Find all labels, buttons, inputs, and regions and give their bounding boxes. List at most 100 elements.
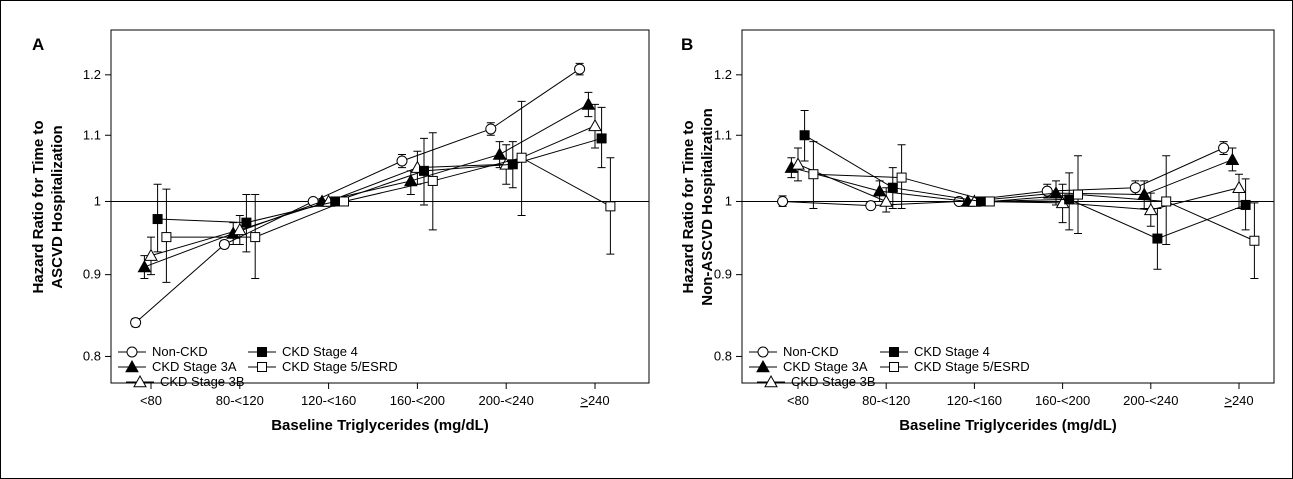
- legend-label: CKD Stage 5/ESRD: [914, 359, 1030, 374]
- panel-a-x-tick-label: >240: [580, 393, 609, 408]
- legend-label: CKD Stage 5/ESRD: [282, 359, 398, 374]
- panel-a-x-axis-title: Baseline Triglycerides (mg/dL): [271, 417, 489, 434]
- data-point: [887, 182, 898, 193]
- data-point: [879, 194, 894, 207]
- data-point: [1240, 199, 1251, 210]
- panel-a-x-tick-label: 120-<160: [301, 393, 356, 408]
- panel-a-series-ckd-stage-3a: [137, 91, 596, 280]
- panel-a-y-tick-label: 1: [94, 193, 101, 208]
- data-point: [492, 147, 507, 160]
- panel-b-x-tick-label: 200-<240: [1123, 393, 1178, 408]
- panel-b-y-axis-title-line2: Non-ASCVD Hospitalization: [699, 108, 716, 306]
- data-point: [144, 248, 158, 261]
- panel-b-x-tick-label: 160-<200: [1035, 393, 1090, 408]
- legend-entry: CKD Stage 3B: [126, 374, 245, 389]
- panel-a-y-axis-title-line1: Hazard Ratio for Time to: [30, 120, 47, 293]
- series-line: [135, 68, 580, 323]
- series-line: [166, 157, 611, 238]
- panel-b-y-tick-label: 0.8: [714, 348, 732, 363]
- panel-b-series-ckd-stage-5-esrd: [808, 141, 1260, 280]
- legend-marker: [257, 362, 267, 372]
- panel-b-x-tick-label: 120-<160: [947, 393, 1002, 408]
- data-point: [1049, 186, 1063, 199]
- panel-b-series-ckd-stage-4: [799, 109, 1251, 270]
- legend-marker: [125, 359, 139, 373]
- panel-b-y-tick-label: 0.9: [714, 267, 732, 282]
- data-point: [339, 196, 349, 207]
- legend-label: Non-CKD: [152, 344, 208, 359]
- panel-a-plot-frame: [110, 29, 650, 384]
- data-point: [1152, 233, 1163, 244]
- panel-a-y-axis-title-line2: ASCVD Hospitalization: [49, 125, 66, 288]
- legend-entry: CKD Stage 3A: [118, 359, 237, 374]
- data-point: [419, 165, 429, 176]
- data-point: [1129, 182, 1141, 194]
- data-point: [1225, 152, 1240, 165]
- data-point: [896, 172, 907, 183]
- data-point: [485, 123, 497, 135]
- panel-b: B Hazard Ratio for Time to Non-ASCVD Hos…: [680, 29, 1275, 434]
- panel-b-label: B: [681, 35, 693, 54]
- data-point: [152, 214, 163, 225]
- panel-a-x-tick-label: 80-<120: [216, 393, 264, 408]
- panel-a-series-non-ckd: [130, 62, 586, 329]
- panel-a-y-tick-label: 1.1: [83, 127, 101, 142]
- data-point: [588, 118, 602, 132]
- legend-entry: Non-CKD: [749, 344, 839, 359]
- data-point: [984, 196, 995, 207]
- panel-b-x-tick-label: >240: [1224, 393, 1253, 408]
- panel-a-y-tick-label: 1.2: [83, 67, 101, 82]
- panel-b-series-ckd-stage-3b: [791, 147, 1246, 227]
- legend-marker: [757, 346, 769, 358]
- data-point: [596, 133, 607, 144]
- panel-a-x-tick-label: 160-<200: [390, 393, 445, 408]
- legend-label: CKD Stage 3B: [791, 374, 876, 389]
- legend-entry: CKD Stage 3B: [757, 374, 876, 389]
- series-line: [813, 173, 1255, 242]
- panel-a-y-tick-label: 0.8: [83, 348, 101, 363]
- data-point: [1064, 194, 1075, 205]
- panel-a-series-ckd-stage-5-esrd: [161, 100, 616, 283]
- panel-a-series-ckd-stage-4: [152, 106, 607, 253]
- legend-label: CKD Stage 3A: [152, 359, 237, 374]
- data-point: [1232, 180, 1246, 194]
- data-point: [130, 317, 142, 329]
- legend-entry: CKD Stage 5/ESRD: [880, 359, 1030, 374]
- data-point: [161, 232, 172, 243]
- data-point: [137, 259, 152, 273]
- series-line: [782, 147, 1224, 207]
- legend-marker: [126, 346, 138, 358]
- data-point: [605, 201, 616, 212]
- data-point: [1218, 142, 1230, 154]
- panel-b-series-ckd-stage-3a: [784, 147, 1240, 209]
- series-line: [150, 125, 596, 257]
- panel-a-y-tick-label: 0.9: [83, 267, 101, 282]
- data-point: [516, 152, 527, 163]
- legend-label: CKD Stage 3A: [783, 359, 868, 374]
- panel-b-plot-frame: [741, 29, 1275, 384]
- series-line: [157, 137, 602, 224]
- panel-b-y-tick-label: 1.1: [714, 127, 732, 142]
- data-point: [396, 155, 408, 167]
- data-point: [791, 157, 805, 170]
- data-point: [799, 130, 810, 141]
- data-point: [1073, 189, 1083, 200]
- data-point: [1249, 235, 1260, 246]
- series-line: [804, 134, 1246, 240]
- data-point: [232, 222, 247, 236]
- panel-b-y-tick-label: 1.2: [714, 67, 732, 82]
- legend-label: CKD Stage 4: [282, 344, 358, 359]
- panel-b-x-axis-title: Baseline Triglycerides (mg/dL): [899, 417, 1117, 434]
- panel-a-label: A: [32, 35, 44, 54]
- legend-label: Non-CKD: [783, 344, 839, 359]
- data-point: [581, 97, 596, 110]
- panel-b-y-axis-title-line1: Hazard Ratio for Time to: [680, 120, 697, 293]
- data-point: [865, 200, 877, 212]
- legend-marker: [764, 374, 778, 388]
- panel-a-x-tick-label: <80: [140, 393, 162, 408]
- panel-b-series-non-ckd: [777, 141, 1230, 212]
- legend-marker: [889, 347, 899, 357]
- panel-b-x-tick-label: <80: [787, 393, 809, 408]
